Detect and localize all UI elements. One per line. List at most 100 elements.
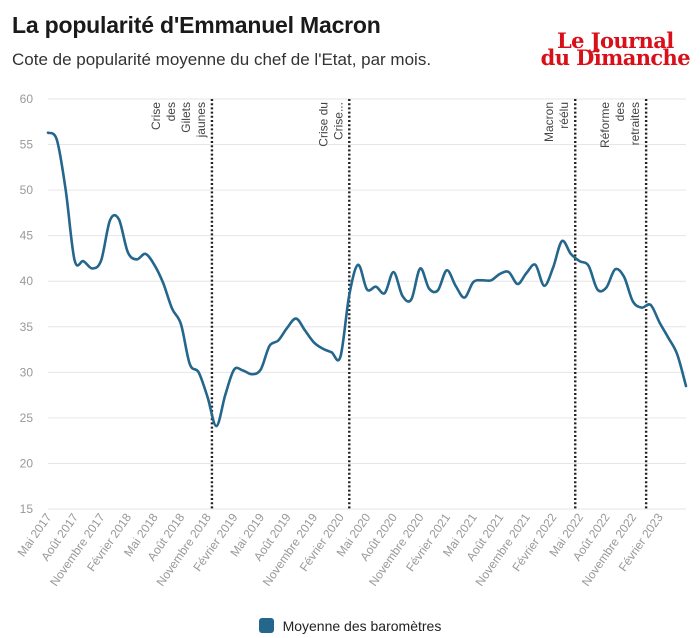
data-point [311,339,317,345]
legend-label: Moyenne des baromètres [282,618,442,634]
data-point [391,269,397,275]
data-point [267,343,273,349]
data-point [550,265,556,271]
data-point [639,305,645,311]
event-marker-label: jaunes [194,102,208,138]
data-point [151,262,157,268]
data-point [160,280,166,286]
data-point [488,277,494,283]
data-point [275,337,281,343]
chart-subtitle: Cote de popularité moyenne du chef de l'… [12,50,432,69]
data-point [524,270,530,276]
data-point [674,351,680,357]
event-marker-label: Gilets [179,102,193,133]
data-point [559,238,565,244]
y-tick-label: 60 [20,92,34,106]
data-point [612,266,618,272]
data-point [355,262,361,268]
y-tick-label: 50 [20,183,34,197]
y-tick-label: 55 [20,138,34,152]
event-marker-label: retraites [628,102,642,145]
legend-swatch [258,618,274,633]
data-point [125,249,131,255]
data-point [116,216,122,222]
logo-line-2: du Dimanche [540,45,691,70]
data-point [169,306,175,312]
y-tick-label: 45 [20,229,34,243]
legend[interactable]: Moyenne des baromètres [0,618,700,634]
event-marker-label: des [164,102,178,121]
data-point [435,287,441,293]
event-marker-label: Réforme [598,102,612,148]
data-point [134,256,140,262]
data-point [107,217,113,223]
data-point [258,367,264,373]
data-point [648,302,654,308]
data-point [222,392,228,398]
data-point [586,263,592,269]
data-point [479,277,485,283]
data-point [603,285,609,291]
data-point [89,265,95,271]
data-point [665,335,671,341]
event-marker-label: Crise... [331,102,345,140]
data-point [178,321,184,327]
data-point [45,130,51,136]
data-point [54,137,60,143]
logo-line-1: Le Journal [557,28,674,53]
data-point [302,327,308,333]
data-point [249,371,255,377]
data-point [213,423,219,429]
data-point [293,316,299,322]
data-point [444,267,450,273]
data-point [337,354,343,360]
data-point [240,368,246,374]
data-point [382,290,388,296]
y-tick-label: 35 [20,320,34,334]
data-point [346,292,352,298]
y-tick-label: 25 [20,411,34,425]
event-marker-label: réélu [557,102,571,129]
data-point [72,257,78,263]
data-point [532,262,538,268]
data-point [320,346,326,352]
data-point [630,298,636,304]
data-point [417,265,423,271]
event-marker-label: Macron [542,102,556,142]
data-point [453,283,459,289]
data-point [683,383,689,389]
data-point [187,361,193,367]
data-point [577,258,583,264]
data-point [594,286,600,292]
data-point [205,394,211,400]
chart-title: La popularité d'Emmanuel Macron [12,12,381,38]
data-point [142,251,148,257]
data-point [284,325,290,331]
data-point [364,286,370,292]
jdd-logo: Le Journal du Dimanche [540,28,691,70]
data-point [621,274,627,280]
event-marker-label: Crise [149,102,163,130]
data-point [506,269,512,275]
data-point [231,367,237,373]
data-point [656,319,662,325]
data-point [497,271,503,277]
data-point [373,284,379,290]
data-point [426,286,432,292]
series-line-moyenne [46,131,688,428]
data-point [408,296,414,302]
data-point [80,258,86,264]
y-tick-label: 30 [20,365,34,379]
data-point [196,369,202,375]
event-marker-label: des [613,102,627,121]
event-marker-label: Crise du [316,102,330,147]
data-point [515,281,521,287]
data-point [329,349,335,355]
y-tick-label: 15 [20,502,34,516]
y-tick-label: 20 [20,456,34,470]
data-point [541,283,547,289]
data-point [98,257,104,263]
data-point [470,279,476,285]
data-point [63,187,69,193]
